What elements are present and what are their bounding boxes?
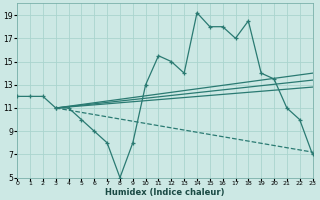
- X-axis label: Humidex (Indice chaleur): Humidex (Indice chaleur): [105, 188, 225, 197]
